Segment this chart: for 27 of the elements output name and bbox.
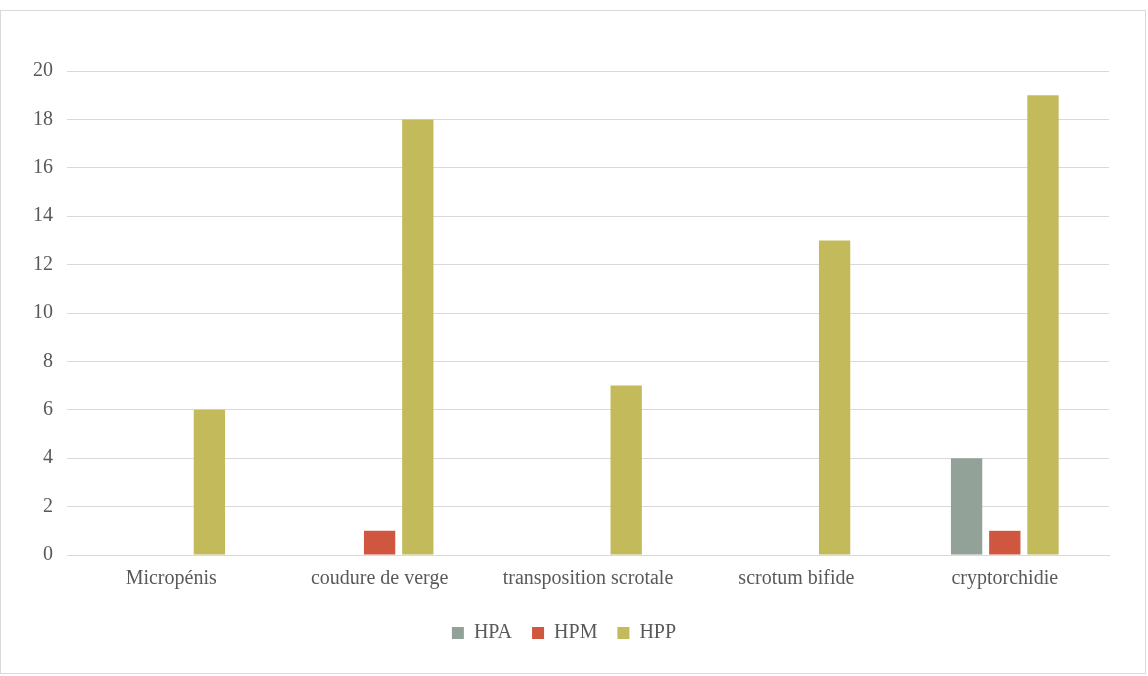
bar	[989, 530, 1021, 555]
bar	[402, 119, 434, 555]
legend-label: HPP	[639, 620, 677, 643]
x-tick-label: cryptorchidie	[951, 566, 1059, 590]
y-tick-label: 8	[43, 348, 53, 371]
x-tick-label: transposition scrotale	[502, 566, 674, 590]
bar	[818, 240, 851, 555]
x-tick-label: scrotum bifide	[738, 566, 855, 589]
y-tick-label: 2	[43, 493, 53, 516]
x-tick-label: coudure de verge	[310, 566, 449, 590]
bar	[363, 530, 396, 555]
bar	[1027, 95, 1059, 555]
y-tick-label: 18	[33, 106, 53, 129]
legend-label: HPM	[554, 620, 598, 643]
bar	[193, 409, 226, 555]
y-tick-label: 20	[33, 58, 53, 81]
y-tick-label: 16	[33, 155, 53, 178]
y-tick-label: 12	[33, 251, 53, 274]
bar	[950, 458, 983, 555]
y-tick-label: 4	[43, 445, 53, 468]
x-tick-label: Micropénis	[125, 566, 217, 590]
y-tick-label: 14	[33, 203, 53, 226]
y-tick-label: 6	[43, 397, 53, 420]
y-tick-label: 10	[33, 300, 53, 323]
y-tick-label: 0	[43, 542, 53, 565]
bar	[610, 385, 642, 555]
legend-label: HPA	[473, 620, 513, 643]
